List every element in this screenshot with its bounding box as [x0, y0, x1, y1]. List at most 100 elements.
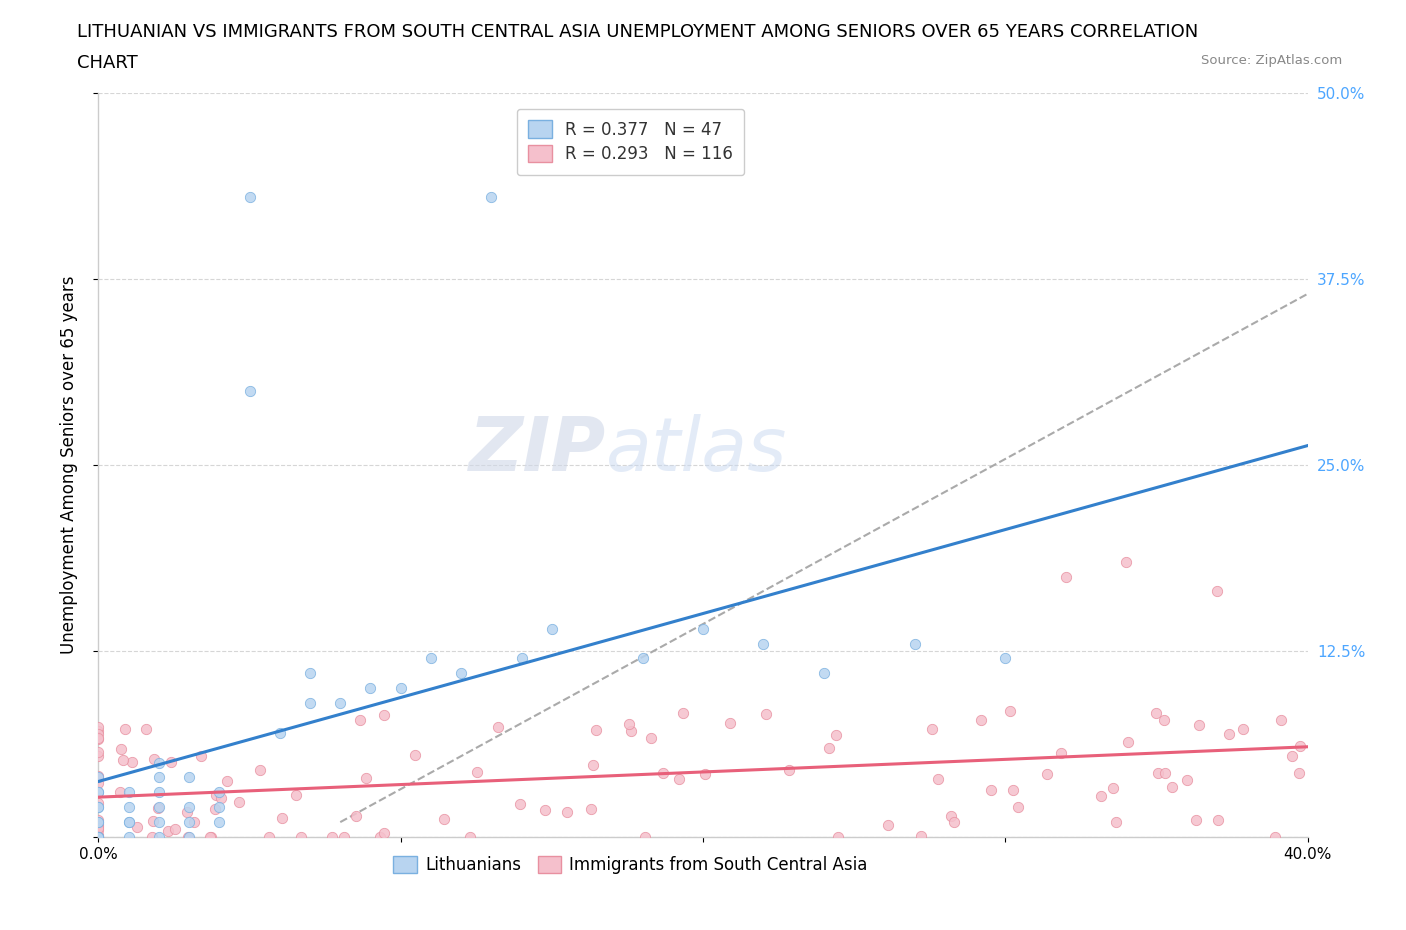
- Point: [1184, 813, 1206, 828]
- Point: [1115, 554, 1137, 569]
- Point: [141, 830, 163, 844]
- Point: [620, 724, 643, 738]
- Y-axis label: Unemployment Among Seniors over 65 years: Unemployment Among Seniors over 65 years: [59, 276, 77, 654]
- Point: [404, 747, 426, 762]
- Point: [142, 751, 165, 766]
- Point: [1036, 766, 1059, 781]
- Point: [87, 800, 110, 815]
- Text: CHART: CHART: [77, 54, 138, 72]
- Point: [1188, 718, 1211, 733]
- Point: [349, 712, 371, 727]
- Point: [668, 772, 690, 787]
- Point: [509, 797, 531, 812]
- Point: [1105, 815, 1128, 830]
- Point: [249, 762, 271, 777]
- Point: [1270, 712, 1292, 727]
- Text: Source: ZipAtlas.com: Source: ZipAtlas.com: [1202, 54, 1343, 67]
- Point: [87, 815, 110, 830]
- Point: [813, 666, 835, 681]
- Point: [693, 767, 716, 782]
- Point: [755, 707, 778, 722]
- Point: [1288, 765, 1310, 780]
- Point: [290, 830, 312, 844]
- Point: [87, 813, 110, 828]
- Point: [534, 803, 557, 817]
- Point: [1002, 782, 1025, 797]
- Point: [165, 822, 187, 837]
- Point: [148, 830, 170, 844]
- Point: [1090, 789, 1112, 804]
- Point: [208, 800, 231, 815]
- Point: [177, 830, 200, 844]
- Point: [87, 785, 110, 800]
- Point: [269, 725, 291, 740]
- Point: [205, 787, 228, 802]
- Point: [146, 801, 169, 816]
- Point: [110, 741, 132, 756]
- Point: [87, 769, 110, 784]
- Point: [640, 731, 662, 746]
- Point: [204, 802, 226, 817]
- Point: [1102, 780, 1125, 795]
- Point: [321, 830, 343, 844]
- Point: [183, 815, 205, 830]
- Point: [1264, 830, 1286, 844]
- Point: [87, 828, 110, 843]
- Point: [344, 808, 367, 823]
- Point: [980, 783, 1002, 798]
- Point: [118, 830, 141, 844]
- Point: [581, 757, 603, 772]
- Point: [299, 666, 322, 681]
- Point: [458, 830, 481, 844]
- Point: [135, 722, 157, 737]
- Point: [994, 651, 1017, 666]
- Point: [190, 749, 212, 764]
- Point: [118, 815, 141, 830]
- Point: [465, 764, 488, 779]
- Point: [1147, 765, 1170, 780]
- Point: [127, 820, 149, 835]
- Point: [118, 785, 141, 800]
- Point: [148, 785, 170, 800]
- Point: [1154, 765, 1177, 780]
- Point: [176, 805, 198, 820]
- Point: [121, 755, 143, 770]
- Point: [198, 830, 221, 844]
- Point: [970, 712, 993, 727]
- Point: [179, 815, 201, 830]
- Point: [1007, 800, 1029, 815]
- Point: [228, 795, 250, 810]
- Point: [87, 818, 110, 833]
- Point: [904, 636, 927, 651]
- Point: [998, 703, 1021, 718]
- Point: [217, 774, 239, 789]
- Point: [87, 770, 110, 785]
- Point: [368, 830, 391, 844]
- Point: [333, 830, 356, 844]
- Point: [87, 796, 110, 811]
- Point: [939, 808, 962, 823]
- Point: [87, 731, 110, 746]
- Point: [631, 651, 654, 666]
- Point: [111, 752, 134, 767]
- Point: [634, 830, 657, 844]
- Point: [179, 770, 201, 785]
- Text: atlas: atlas: [606, 414, 787, 486]
- Point: [271, 811, 294, 826]
- Point: [87, 815, 110, 830]
- Point: [239, 190, 262, 205]
- Point: [1232, 722, 1254, 737]
- Point: [87, 770, 110, 785]
- Legend: Lithuanians, Immigrants from South Central Asia: Lithuanians, Immigrants from South Centr…: [387, 849, 875, 881]
- Point: [87, 830, 110, 844]
- Text: ZIP: ZIP: [470, 414, 606, 486]
- Point: [943, 815, 966, 830]
- Point: [825, 727, 848, 742]
- Point: [389, 681, 412, 696]
- Point: [373, 708, 395, 723]
- Point: [160, 754, 183, 769]
- Point: [209, 790, 232, 805]
- Point: [752, 636, 775, 651]
- Point: [718, 716, 741, 731]
- Point: [148, 815, 170, 830]
